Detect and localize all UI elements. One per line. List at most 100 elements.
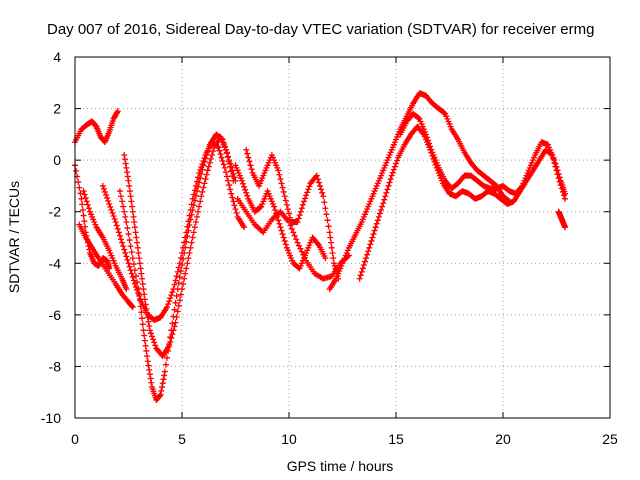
data-point (281, 237, 288, 244)
data-point (295, 215, 302, 222)
data-point (104, 194, 111, 201)
data-point (175, 280, 182, 287)
data-point (118, 193, 125, 200)
data-point (135, 249, 142, 256)
data-point (122, 213, 129, 220)
data-point (137, 303, 144, 310)
data-point (114, 225, 121, 232)
data-point (363, 255, 370, 262)
data-point (144, 310, 151, 317)
data-point (81, 218, 88, 225)
data-point (128, 249, 135, 256)
data-point (80, 188, 87, 195)
data-point (142, 301, 149, 308)
grid (75, 57, 610, 418)
data-point (201, 158, 208, 165)
data-point (383, 189, 390, 196)
series-track-e (99, 139, 248, 324)
data-point (80, 212, 87, 219)
data-point (166, 341, 173, 348)
data-point (319, 189, 326, 196)
data-point (125, 260, 132, 267)
data-point (101, 188, 108, 195)
data-point (230, 198, 237, 205)
data-point (226, 157, 233, 164)
data-point (305, 186, 312, 193)
data-point (279, 231, 286, 238)
data-point (223, 173, 230, 180)
data-point (219, 158, 226, 165)
data-point (132, 229, 139, 236)
data-point (121, 151, 128, 158)
data-point (328, 244, 335, 251)
data-point (78, 195, 85, 202)
data-point (177, 268, 184, 275)
data-point (221, 164, 228, 171)
data-point (132, 273, 139, 280)
data-point (388, 172, 395, 179)
data-point (233, 210, 240, 217)
data-point (197, 198, 204, 205)
y-tick-label: -6 (49, 307, 62, 323)
data-point (282, 241, 289, 248)
x-axis-ticks: 0 5 10 15 20 25 (71, 57, 618, 447)
data-point (126, 182, 133, 189)
data-point (181, 249, 188, 256)
data-point (169, 320, 176, 327)
data-point (303, 192, 310, 199)
data-point (200, 162, 207, 169)
data-point (135, 285, 142, 292)
series-track-c (76, 221, 136, 311)
data-point (184, 260, 191, 267)
data-point (119, 198, 126, 205)
data-point (375, 213, 382, 220)
data-point (371, 227, 378, 234)
data-point (298, 205, 305, 212)
data-point (360, 262, 367, 269)
data-point (191, 197, 198, 204)
data-point (182, 244, 189, 251)
data-point (175, 302, 182, 309)
data-point (296, 212, 303, 219)
data-point (241, 224, 248, 231)
data-point (394, 157, 401, 164)
data-point (108, 206, 115, 213)
data-point (271, 203, 278, 210)
plot-frame (74, 56, 611, 419)
data-point (139, 280, 146, 287)
data-point (190, 202, 197, 209)
data-point (298, 248, 305, 255)
data-point (182, 270, 189, 277)
data-point (124, 169, 131, 176)
data-point (315, 179, 322, 186)
data-point (147, 330, 154, 337)
data-point (165, 301, 172, 308)
data-point (221, 143, 228, 150)
data-point (358, 268, 365, 275)
data-point (287, 214, 294, 221)
data-point (300, 251, 307, 258)
y-axis-title: SDTVAR / TECUs (6, 181, 22, 293)
data-point (183, 265, 190, 272)
data-point (370, 231, 377, 238)
data-point (100, 185, 107, 192)
data-point (113, 222, 120, 229)
data-point (173, 292, 180, 299)
data-point (114, 108, 121, 115)
data-point (393, 160, 399, 167)
data-point (149, 333, 156, 340)
data-point (318, 186, 325, 193)
data-point (144, 314, 151, 321)
data-point (136, 297, 143, 304)
data-point (207, 155, 214, 162)
data-point (148, 379, 155, 386)
data-point (164, 354, 171, 361)
data-point (281, 193, 288, 200)
data-point (121, 208, 128, 215)
data-point (130, 277, 137, 284)
data-point (79, 201, 86, 208)
data-point (317, 182, 324, 189)
data-point (134, 279, 141, 286)
data-point (134, 244, 141, 251)
data-point (368, 237, 375, 244)
